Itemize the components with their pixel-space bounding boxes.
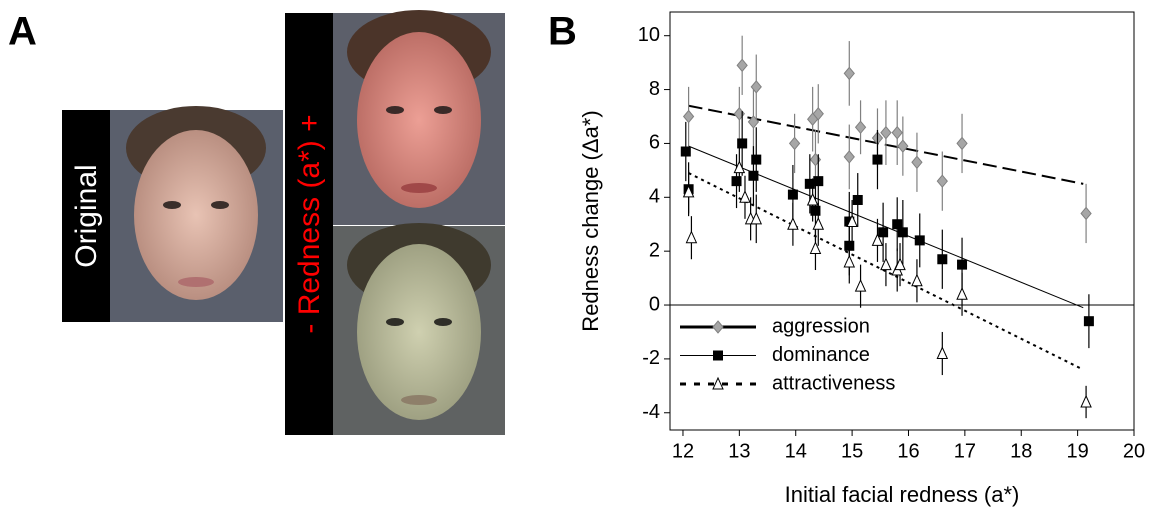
- marker-square: [878, 227, 889, 238]
- marker-triangle: [685, 230, 698, 244]
- y-tick-label: -2: [642, 347, 660, 369]
- marker-square: [852, 194, 863, 205]
- legend-label: attractiveness: [772, 372, 895, 394]
- marker-triangle: [682, 184, 695, 198]
- y-tick-label: 2: [649, 239, 660, 261]
- marker-triangle: [787, 217, 799, 230]
- plot-frame: [669, 11, 1135, 431]
- marker-diamond: [750, 80, 762, 94]
- marker-triangle: [750, 211, 763, 225]
- original-label: Original: [70, 164, 103, 267]
- marker-square: [957, 259, 968, 270]
- x-tick-label: 16: [897, 440, 919, 462]
- label-strip: [62, 110, 110, 322]
- marker-diamond: [936, 174, 948, 188]
- marker-diamond: [788, 136, 801, 151]
- marker-square: [897, 227, 908, 238]
- marker-triangle: [806, 192, 819, 206]
- marker-diamond: [736, 58, 748, 73]
- marker-square: [680, 146, 691, 157]
- marker-triangle: [812, 217, 825, 230]
- legend-label: dominance: [772, 344, 870, 366]
- x-tick-label: 18: [1010, 440, 1032, 462]
- marker-square: [810, 205, 821, 216]
- marker-triangle: [911, 273, 923, 287]
- marker-diamond: [911, 155, 923, 170]
- label-strip: [285, 13, 333, 435]
- marker-square: [787, 189, 798, 200]
- marker-triangle: [739, 190, 751, 203]
- marker-triangle: [1080, 394, 1092, 408]
- x-tick-label: 19: [1066, 440, 1088, 462]
- marker-diamond: [809, 152, 822, 167]
- marker-diamond: [843, 66, 855, 81]
- marker-diamond: [733, 107, 745, 121]
- marker-diamond: [682, 109, 695, 124]
- x-tick-label: 20: [1123, 440, 1145, 462]
- marker-diamond: [747, 115, 760, 129]
- y-tick-label: 6: [649, 132, 660, 154]
- marker-square: [748, 170, 759, 181]
- marker-diamond: [812, 107, 824, 121]
- x-tick-label: 14: [785, 440, 807, 462]
- y-tick-label: -4: [642, 401, 660, 423]
- photo-original: [110, 106, 283, 322]
- marker-triangle: [936, 346, 949, 360]
- y-tick-label: 0: [649, 293, 660, 315]
- marker-square: [751, 154, 762, 165]
- marker-square: [737, 138, 748, 149]
- x-tick-label: 13: [728, 440, 750, 462]
- marker-diamond: [891, 125, 903, 140]
- x-axis-label: Initial facial redness (a*): [785, 482, 1020, 507]
- marker-diamond: [956, 136, 968, 151]
- marker-triangle: [843, 254, 856, 268]
- y-tick-label: 10: [638, 24, 660, 46]
- x-tick-label: 15: [841, 440, 863, 462]
- marker-triangle: [880, 257, 892, 271]
- marker-square: [813, 176, 824, 187]
- y-tick-label: 8: [649, 78, 660, 100]
- marker-triangle: [733, 160, 746, 174]
- marker-square: [872, 154, 883, 165]
- marker-diamond: [880, 125, 892, 140]
- x-tick-label: 12: [672, 440, 694, 462]
- marker-square: [713, 350, 723, 361]
- legend-label: aggression: [772, 315, 870, 337]
- panel-label: B: [548, 10, 577, 54]
- photo-greener: [333, 223, 505, 435]
- redness-label: - Redness (a*) +: [293, 114, 326, 333]
- marker-diamond: [843, 150, 855, 164]
- y-axis-label: Redness change (Δa*): [578, 110, 603, 331]
- marker-diamond: [897, 139, 909, 153]
- x-tick-label: 17: [954, 440, 976, 462]
- marker-diamond: [854, 120, 867, 135]
- marker-diamond: [712, 320, 724, 334]
- marker-triangle: [712, 376, 724, 390]
- marker-triangle: [871, 233, 884, 246]
- y-tick-label: 4: [649, 186, 660, 208]
- marker-triangle: [894, 257, 906, 271]
- marker-square: [892, 219, 903, 230]
- marker-triangle: [846, 214, 858, 228]
- marker-triangle: [956, 287, 968, 300]
- marker-triangle: [809, 241, 822, 254]
- panel-label: A: [8, 10, 37, 54]
- marker-square: [1083, 316, 1094, 327]
- marker-square: [937, 254, 948, 265]
- photo-redder: [333, 10, 505, 225]
- marker-diamond: [1080, 206, 1092, 221]
- marker-triangle: [854, 278, 867, 292]
- marker-square: [731, 176, 742, 187]
- marker-square: [914, 235, 925, 246]
